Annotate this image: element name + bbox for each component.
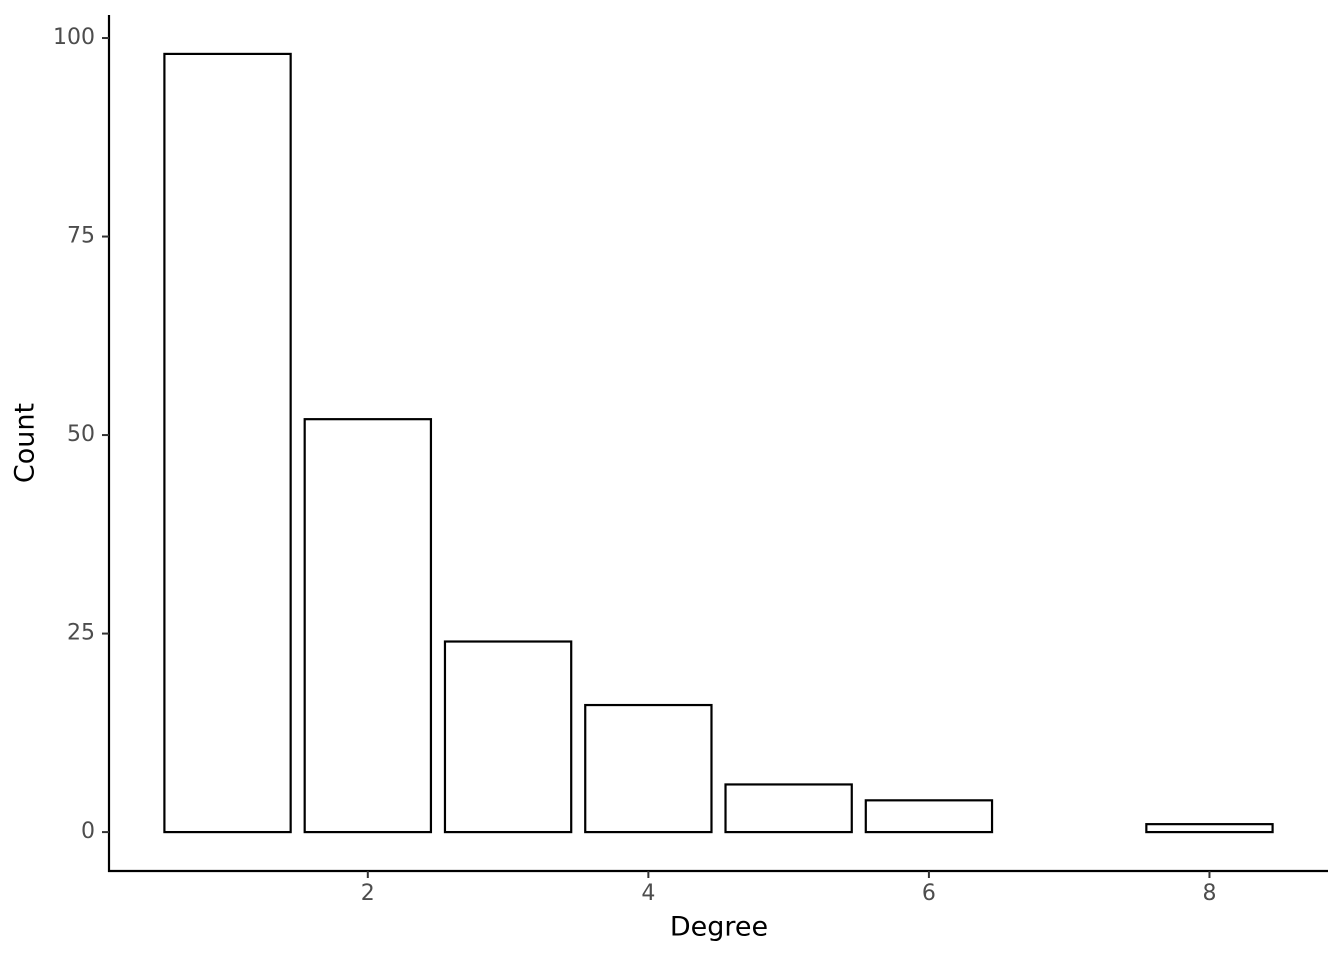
bar [584, 703, 713, 834]
bar [163, 52, 292, 834]
x-tick-label: 2 [361, 881, 375, 906]
y-axis-title: Count [10, 403, 41, 483]
bar [443, 640, 573, 834]
bar [864, 799, 994, 834]
y-tick-label: 50 [67, 422, 95, 447]
x-tick-label: 6 [922, 881, 936, 906]
bar [724, 783, 853, 834]
y-tick-label: 75 [67, 224, 95, 249]
y-tick-label: 100 [53, 25, 95, 50]
y-tick-label: 25 [67, 621, 95, 646]
y-tick-label: 0 [81, 819, 95, 844]
x-axis-title: Degree [670, 912, 768, 943]
bar [1145, 823, 1274, 834]
x-tick-label: 4 [641, 881, 655, 906]
x-tick-label: 8 [1202, 881, 1216, 906]
bar [303, 418, 433, 834]
